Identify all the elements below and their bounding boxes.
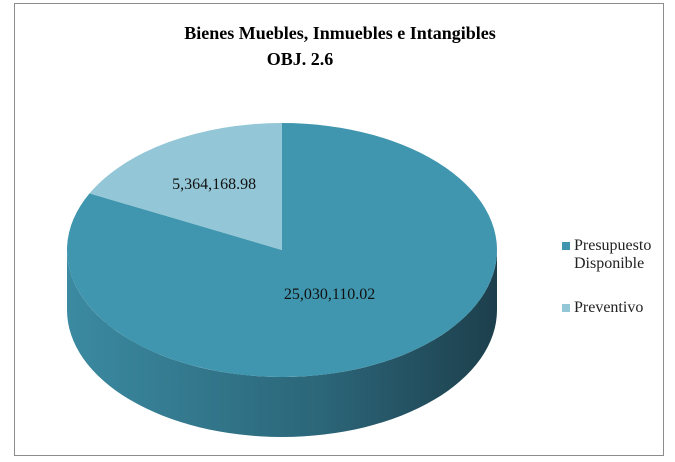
data-label: 25,030,110.02 <box>284 286 375 303</box>
slice <box>67 123 498 377</box>
slice <box>89 123 283 250</box>
chart-subtitle: OBJ. 2.6 <box>267 49 334 69</box>
slice-side <box>67 250 497 437</box>
legend-label: Presupuesto Disponible <box>574 237 652 272</box>
legend-label: Preventivo <box>574 299 644 316</box>
data-label: 5,364,168.98 <box>172 176 256 193</box>
legend-swatch <box>562 304 570 312</box>
legend-swatch <box>562 242 570 250</box>
chart-title: Bienes Muebles, Inmuebles e Intangibles <box>184 23 496 43</box>
legend-item: Preventivo <box>562 299 657 317</box>
legend-item: Presupuesto Disponible <box>562 237 657 273</box>
